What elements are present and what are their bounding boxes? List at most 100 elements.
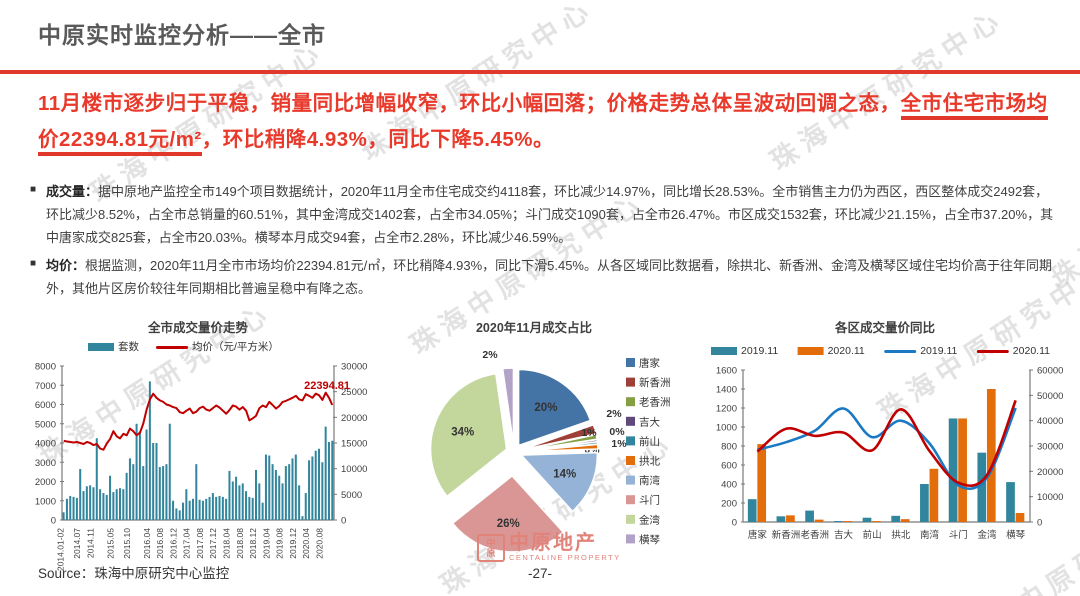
page-title: 中原实时监控分析——全市 — [38, 22, 326, 48]
svg-text:全市成交量价走势: 全市成交量价走势 — [147, 320, 249, 335]
svg-text:横琴: 横琴 — [1006, 529, 1026, 541]
svg-text:各区成交量价同比: 各区成交量价同比 — [834, 320, 936, 335]
svg-text:2020年11月成交占比: 2020年11月成交占比 — [476, 320, 593, 335]
svg-text:拱北: 拱北 — [639, 455, 660, 468]
svg-text:0: 0 — [732, 518, 737, 529]
svg-text:老香洲: 老香洲 — [800, 529, 829, 541]
svg-text:0: 0 — [341, 516, 346, 527]
svg-text:5000: 5000 — [341, 490, 362, 501]
svg-text:拱北: 拱北 — [891, 529, 911, 541]
svg-text:2019.08: 2019.08 — [275, 528, 285, 559]
svg-text:34%: 34% — [451, 427, 474, 439]
svg-text:2014.01-02: 2014.01-02 — [56, 528, 66, 571]
svg-text:800: 800 — [721, 442, 737, 453]
svg-text:3000: 3000 — [35, 458, 56, 469]
svg-text:2018.04: 2018.04 — [222, 528, 232, 559]
svg-text:前山: 前山 — [639, 435, 660, 448]
svg-text:400: 400 — [721, 480, 737, 491]
svg-text:30000: 30000 — [341, 362, 367, 373]
svg-text:8000: 8000 — [35, 362, 56, 373]
svg-text:2014.11: 2014.11 — [86, 528, 96, 558]
svg-text:吉大: 吉大 — [639, 415, 660, 428]
svg-text:2016.04: 2016.04 — [142, 528, 152, 559]
svg-text:1400: 1400 — [716, 385, 737, 396]
centaline-seal-icon: 中原 — [477, 533, 505, 562]
bullet-price-label: 均价： — [46, 258, 86, 273]
svg-text:2020.11: 2020.11 — [828, 345, 865, 357]
svg-text:新香洲: 新香洲 — [772, 529, 801, 541]
bullet-price: ■ 均价：根据监测，2020年11月全市市场均价22394.81元/㎡，环比稍降… — [30, 254, 1056, 300]
svg-text:20%: 20% — [534, 402, 557, 414]
svg-text:2019.11: 2019.11 — [741, 345, 778, 357]
svg-text:横琴: 横琴 — [639, 533, 660, 546]
svg-text:6000: 6000 — [35, 400, 56, 411]
chart-deal-share-pie: 2020年11月成交占比 20% 2% 1% 0% 0% 1% 14% 26% 34% 2% 唐家 新香… — [386, 316, 694, 585]
title-divider-rule — [0, 70, 1080, 74]
svg-text:40000: 40000 — [1037, 416, 1063, 427]
svg-text:4000: 4000 — [35, 439, 56, 450]
svg-text:14%: 14% — [553, 468, 576, 480]
chart-volume-price-trend: 全市成交量价走势 套数 均价（元/平方米） 0 1000 2000 3000 4000 5000… — [16, 316, 386, 589]
svg-text:前山: 前山 — [863, 529, 882, 541]
svg-text:金湾: 金湾 — [639, 513, 660, 526]
svg-text:20000: 20000 — [1037, 467, 1063, 478]
svg-text:1000: 1000 — [35, 496, 56, 507]
svg-text:22394.81: 22394.81 — [304, 380, 350, 392]
svg-text:2017.04: 2017.04 — [182, 528, 192, 559]
page-number: -27- — [527, 566, 552, 581]
svg-text:吉大: 吉大 — [834, 529, 854, 541]
svg-text:南湾: 南湾 — [920, 529, 940, 541]
svg-text:0: 0 — [51, 516, 56, 527]
svg-text:20000: 20000 — [341, 413, 367, 424]
svg-text:7000: 7000 — [35, 381, 56, 392]
bullet-volume: ■ 成交量：据中原地产监控全市149个项目数据统计，2020年11月全市住宅成交… — [30, 180, 1056, 249]
logo-name: 中原地产 — [509, 532, 597, 554]
bullet-square-icon: ■ — [30, 258, 37, 269]
svg-text:2018.12: 2018.12 — [248, 528, 258, 559]
svg-text:唐家: 唐家 — [639, 357, 660, 370]
svg-text:0%: 0% — [609, 426, 625, 438]
svg-text:2020.04: 2020.04 — [301, 528, 311, 559]
svg-text:2016.08: 2016.08 — [155, 528, 165, 559]
svg-text:1%: 1% — [611, 438, 627, 450]
svg-text:1%: 1% — [581, 427, 597, 439]
svg-text:200: 200 — [721, 499, 737, 510]
svg-text:2020.11: 2020.11 — [1013, 345, 1050, 357]
svg-text:2019.11: 2019.11 — [920, 345, 957, 357]
bullet-price-text: 根据监测，2020年11月全市市场均价22394.81元/㎡，环比稍降4.93%… — [46, 258, 1052, 296]
svg-text:金湾: 金湾 — [977, 529, 997, 541]
svg-text:10000: 10000 — [341, 464, 367, 475]
headline-underlined-1: 全市住 — [900, 92, 964, 120]
logo-subtitle: CENTALINE PROPERTY — [509, 553, 621, 562]
svg-text:2020.08: 2020.08 — [314, 528, 324, 559]
svg-text:斗门: 斗门 — [639, 494, 660, 507]
svg-text:2014.07: 2014.07 — [72, 528, 82, 559]
svg-text:2%: 2% — [606, 408, 622, 420]
bullet-volume-label: 成交量： — [46, 184, 99, 199]
svg-text:600: 600 — [721, 461, 737, 472]
svg-text:老香洲: 老香洲 — [639, 396, 671, 409]
svg-text:唐家: 唐家 — [748, 529, 768, 541]
centaline-logo: 中原 中原地产 CENTALINE PROPERTY — [477, 533, 621, 562]
svg-text:5000: 5000 — [35, 419, 56, 430]
bullet-square-icon: ■ — [30, 184, 37, 195]
svg-text:新香洲: 新香洲 — [639, 376, 671, 389]
svg-text:斗门: 斗门 — [949, 529, 968, 541]
svg-text:26%: 26% — [497, 518, 520, 530]
svg-text:2016.12: 2016.12 — [168, 528, 178, 559]
svg-text:1600: 1600 — [716, 366, 737, 377]
svg-text:2017.08: 2017.08 — [195, 528, 205, 559]
svg-text:2019.04: 2019.04 — [261, 528, 271, 559]
district-yoy-svg: 各区成交量价同比 2019.11 2020.11 2019.11 2020.11 0 200… — [711, 320, 1063, 541]
headline-tail: ，环比稍降4.93%，同比下降5.45%。 — [201, 128, 555, 151]
svg-text:30000: 30000 — [1037, 442, 1063, 453]
svg-text:2015.10: 2015.10 — [122, 528, 132, 559]
svg-text:0: 0 — [1037, 518, 1042, 529]
headline-text: 11月楼市逐步归于平稳，销量同比增幅收窄，环比小幅回落；价格走势总体呈波动回调之… — [38, 92, 901, 115]
chart-district-yoy: 各区成交量价同比 2019.11 2020.11 2019.11 2020.11 0 200… — [695, 316, 1080, 589]
svg-text:2017.12: 2017.12 — [208, 528, 218, 559]
svg-text:2015.05: 2015.05 — [105, 528, 115, 559]
